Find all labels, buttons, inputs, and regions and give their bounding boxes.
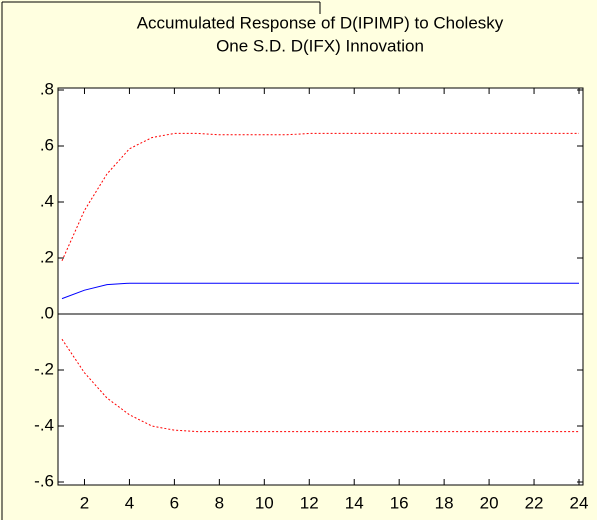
- y-tick-label: -.4: [34, 415, 54, 434]
- x-tick-label: 16: [390, 493, 409, 512]
- series-line: [61, 132, 579, 262]
- series-line: [61, 338, 579, 433]
- plot-area: [57, 87, 584, 486]
- x-tick-label: 24: [570, 493, 589, 512]
- chart-subtitle: One S.D. D(IFX) Innovation: [216, 36, 424, 55]
- x-tick-label: 12: [300, 493, 319, 512]
- y-tick-label: -.6: [34, 471, 54, 490]
- series-line: [61, 282, 579, 300]
- x-tick-label: 2: [80, 493, 89, 512]
- x-tick-label: 10: [255, 493, 274, 512]
- x-tick-label: 22: [525, 493, 544, 512]
- x-tick-label: 8: [215, 493, 224, 512]
- y-tick-label: .6: [40, 135, 54, 154]
- x-tick-label: 6: [170, 493, 179, 512]
- chart-title: Accumulated Response of D(IPIMP) to Chol…: [137, 13, 504, 32]
- y-tick-label: .4: [40, 191, 54, 210]
- x-tick-label: 20: [480, 493, 499, 512]
- x-tick-label: 14: [345, 493, 364, 512]
- y-tick-label: .2: [40, 247, 54, 266]
- y-tick-label: .0: [40, 303, 54, 322]
- x-tick-label: 18: [435, 493, 454, 512]
- y-tick-label: .8: [40, 79, 54, 98]
- x-tick-label: 4: [125, 493, 134, 512]
- y-tick-label: -.2: [34, 359, 54, 378]
